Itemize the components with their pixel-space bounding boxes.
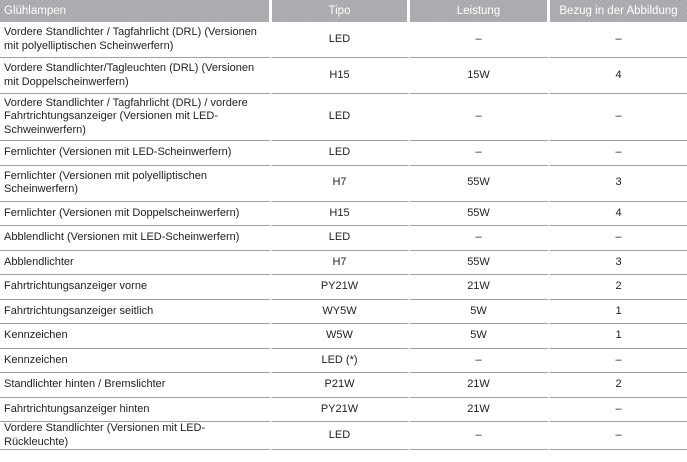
bulb-type-cell: PY21W: [272, 275, 410, 300]
reference-cell: –: [550, 226, 687, 251]
power-cell: 5W: [410, 324, 550, 349]
table-row: Vordere Standlichter / Tagfahrlicht (DRL…: [0, 94, 687, 141]
table-header: Glühlampen Tipo Leistung Bezug in der Ab…: [0, 0, 687, 22]
table-body: Vordere Standlichter / Tagfahrlicht (DRL…: [0, 22, 687, 450]
bulb-name-cell: Fahrtrichtungsanzeiger hinten: [0, 397, 272, 422]
power-cell: –: [410, 226, 550, 251]
bulb-type-cell: H7: [272, 250, 410, 275]
power-cell: –: [410, 348, 550, 373]
bulb-type-cell: LED: [272, 22, 410, 58]
power-cell: 55W: [410, 201, 550, 226]
reference-cell: –: [550, 94, 687, 141]
table-row: Fernlichter (Versionen mit LED-Scheinwer…: [0, 141, 687, 166]
reference-cell: –: [550, 398, 687, 422]
power-cell: –: [410, 141, 550, 166]
bulb-type-cell: P21W: [272, 373, 410, 398]
bulb-type-cell: H15: [272, 58, 410, 94]
power-cell: –: [410, 94, 550, 141]
bulb-type-cell: LED: [272, 226, 410, 251]
reference-cell: 1: [550, 324, 687, 349]
bulb-name-cell: Vordere Standlichter/Tagleuchten (DRL) (…: [0, 58, 272, 94]
bulb-type-cell: H15: [272, 201, 410, 226]
bulb-type-cell: H7: [272, 165, 410, 202]
table-row: Kennzeichen LED (*) – –: [0, 348, 687, 373]
table-row: Vordere Standlichter/Tagleuchten (DRL) (…: [0, 58, 687, 94]
table-row: Fahrtrichtungsanzeiger vorne PY21W 21W 2: [0, 275, 687, 300]
column-header-type: Tipo: [272, 0, 410, 22]
column-header-power: Leistung: [410, 0, 550, 22]
reference-cell: –: [550, 141, 687, 166]
reference-cell: –: [550, 422, 687, 450]
bulb-type-cell: WY5W: [272, 299, 410, 324]
reference-cell: 2: [550, 373, 687, 398]
reference-cell: –: [550, 22, 687, 58]
reference-cell: 1: [550, 300, 687, 324]
column-header-reference: Bezug in der Abbildung: [550, 0, 687, 22]
bulb-name-cell: Abblendlichter: [0, 250, 272, 275]
bulb-type-cell: LED: [272, 94, 410, 141]
bulb-name-cell: Vordere Standlichter (Versionen mit LED-…: [0, 422, 272, 450]
power-cell: 5W: [410, 299, 550, 324]
bulb-name-cell: Vordere Standlichter / Tagfahrlicht (DRL…: [0, 22, 272, 58]
bulb-name-cell: Fernlichter (Versionen mit LED-Scheinwer…: [0, 141, 272, 166]
reference-cell: 2: [550, 275, 687, 300]
bulb-name-cell: Standlichter hinten / Bremslichter: [0, 373, 272, 398]
reference-cell: –: [550, 349, 687, 373]
table-row: Fahrtrichtungsanzeiger seitlich WY5W 5W …: [0, 299, 687, 324]
bulb-type-cell: LED: [272, 141, 410, 166]
power-cell: –: [410, 22, 550, 58]
column-header-bulbs: Glühlampen: [0, 0, 272, 22]
bulb-type-cell: PY21W: [272, 397, 410, 422]
bulb-type-cell: LED (*): [272, 348, 410, 373]
bulb-name-cell: Fernlichter (Versionen mit Doppelscheinw…: [0, 201, 272, 226]
bulb-name-cell: Kennzeichen: [0, 348, 272, 373]
power-cell: –: [410, 422, 550, 450]
table-row: Abblendlicht (Versionen mit LED-Scheinwe…: [0, 226, 687, 251]
bulb-name-cell: Abblendlicht (Versionen mit LED-Scheinwe…: [0, 226, 272, 251]
bulb-type-cell: LED: [272, 422, 410, 450]
bulb-name-cell: Fernlichter (Versionen mit polyelliptisc…: [0, 165, 272, 202]
power-cell: 21W: [410, 373, 550, 398]
reference-cell: 3: [550, 251, 687, 275]
power-cell: 21W: [410, 397, 550, 422]
table-row: Fahrtrichtungsanzeiger hinten PY21W 21W …: [0, 397, 687, 422]
bulb-table: Glühlampen Tipo Leistung Bezug in der Ab…: [0, 0, 687, 450]
bulb-name-cell: Kennzeichen: [0, 324, 272, 349]
bulb-name-cell: Vordere Standlichter / Tagfahrlicht (DRL…: [0, 94, 272, 141]
bulb-name-cell: Fahrtrichtungsanzeiger vorne: [0, 275, 272, 300]
table-row: Abblendlichter H7 55W 3: [0, 250, 687, 275]
table-row: Vordere Standlichter (Versionen mit LED-…: [0, 422, 687, 450]
header-row: Glühlampen Tipo Leistung Bezug in der Ab…: [0, 0, 687, 22]
reference-cell: 4: [550, 58, 687, 94]
reference-cell: 4: [550, 202, 687, 226]
power-cell: 55W: [410, 250, 550, 275]
bulb-name-cell: Fahrtrichtungsanzeiger seitlich: [0, 299, 272, 324]
table-row: Vordere Standlichter / Tagfahrlicht (DRL…: [0, 22, 687, 58]
power-cell: 55W: [410, 165, 550, 202]
table-row: Fernlichter (Versionen mit Doppelscheinw…: [0, 201, 687, 226]
bulb-type-cell: W5W: [272, 324, 410, 349]
reference-cell: 3: [550, 166, 687, 202]
table-row: Kennzeichen W5W 5W 1: [0, 324, 687, 349]
table-row: Fernlichter (Versionen mit polyelliptisc…: [0, 165, 687, 202]
power-cell: 21W: [410, 275, 550, 300]
table-row: Standlichter hinten / Bremslichter P21W …: [0, 373, 687, 398]
power-cell: 15W: [410, 58, 550, 94]
